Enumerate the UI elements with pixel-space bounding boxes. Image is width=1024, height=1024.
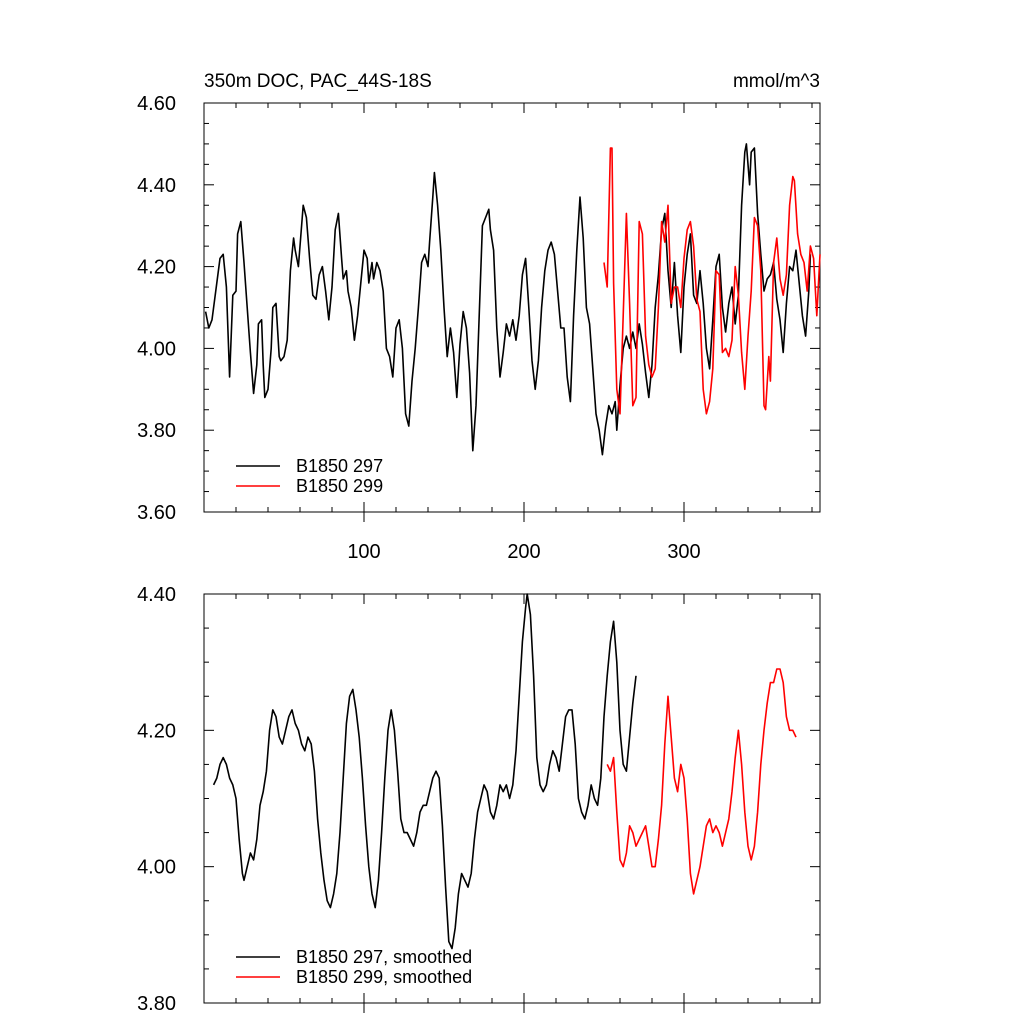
y-tick-label: 4.00: [137, 338, 176, 360]
legend-label: B1850 297, smoothed: [296, 947, 472, 967]
bottom-panel: 3.80 4.00 4.20 4.40 B1850 297, smoothedB1850…: [137, 584, 821, 1015]
series-line: [204, 143, 812, 456]
y-tick-label: 3.80: [137, 420, 176, 442]
top-panel: 3.60 3.80 4.00 4.20 4.40 4.60 100 200 300 B1850 2…: [137, 93, 821, 563]
legend-label: B1850 297: [296, 456, 383, 476]
plot-frame: [203, 593, 821, 1004]
y-tick-label: 4.20: [137, 720, 176, 742]
chart-title: 350m DOC, PAC_44S-18S: [204, 71, 432, 92]
y-tick-label: 3.80: [137, 993, 176, 1015]
legend-label: B1850 299: [296, 476, 383, 496]
units-label: mmol/m^3: [733, 71, 820, 92]
y-tick-label: 3.60: [137, 502, 176, 524]
y-tick-label: 4.00: [137, 857, 176, 879]
x-tick-label: 200: [507, 541, 540, 563]
legend-label: B1850 299, smoothed: [296, 967, 472, 987]
series-line: [212, 593, 637, 950]
y-tick-label: 4.20: [137, 257, 176, 279]
y-tick-label: 4.40: [137, 175, 176, 197]
series-line: [606, 668, 797, 895]
x-tick-label: 100: [347, 541, 380, 563]
y-tick-label: 4.40: [137, 584, 176, 606]
series-line: [603, 147, 821, 415]
y-tick-label: 4.60: [137, 93, 176, 115]
x-tick-label: 300: [667, 541, 700, 563]
